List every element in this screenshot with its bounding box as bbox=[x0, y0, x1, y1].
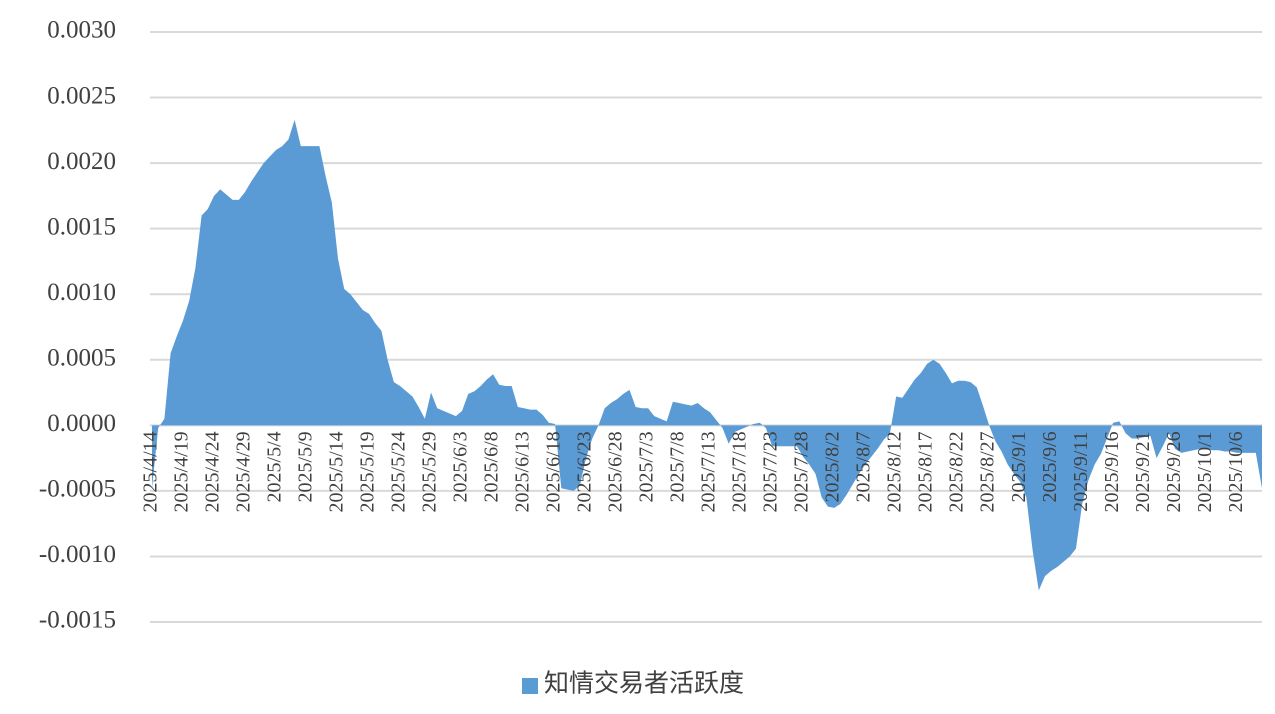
x-tick-label: 2025/5/14 bbox=[326, 431, 348, 512]
y-tick-label: 0.0020 bbox=[47, 148, 116, 175]
x-tick-label: 2025/8/27 bbox=[977, 431, 999, 512]
x-tick-label: 2025/5/29 bbox=[419, 431, 441, 512]
x-tick-label: 2025/7/13 bbox=[698, 431, 720, 512]
x-tick-label: 2025/5/4 bbox=[264, 431, 286, 502]
legend: 知情交易者活跃度 bbox=[522, 670, 744, 698]
y-tick-label: -0.0005 bbox=[39, 476, 116, 503]
y-tick-label: 0.0015 bbox=[47, 213, 116, 240]
area bbox=[152, 119, 1262, 591]
x-tick-label: 2025/6/18 bbox=[543, 431, 565, 512]
x-tick-label: 2025/6/23 bbox=[574, 431, 596, 512]
x-tick-label: 2025/8/17 bbox=[915, 431, 937, 512]
x-tick-label: 2025/4/19 bbox=[171, 431, 193, 512]
x-tick-label: 2025/5/9 bbox=[295, 431, 317, 502]
y-tick-label: -0.0010 bbox=[39, 541, 116, 568]
legend-swatch bbox=[522, 678, 538, 694]
x-tick-label: 2025/8/7 bbox=[853, 431, 875, 502]
x-tick-label: 2025/8/22 bbox=[946, 431, 968, 512]
x-tick-label: 2025/4/14 bbox=[140, 431, 162, 512]
x-tick-label: 2025/4/29 bbox=[233, 431, 255, 512]
x-tick-label: 2025/7/18 bbox=[729, 431, 751, 512]
y-tick-label: 0.0005 bbox=[47, 345, 116, 372]
x-tick-label: 2025/5/24 bbox=[388, 431, 410, 512]
x-tick-label: 2025/9/21 bbox=[1132, 431, 1154, 512]
x-tick-label: 2025/6/3 bbox=[450, 431, 472, 502]
y-tick-label: 0.0030 bbox=[47, 17, 116, 44]
x-tick-label: 2025/7/28 bbox=[791, 431, 813, 512]
x-tick-label: 2025/9/1 bbox=[1008, 431, 1030, 502]
x-tick-label: 2025/6/13 bbox=[512, 431, 534, 512]
x-tick-label: 2025/6/28 bbox=[605, 431, 627, 512]
x-tick-label: 2025/4/24 bbox=[202, 431, 224, 512]
y-tick-label: 0.0010 bbox=[47, 279, 116, 306]
x-tick-label: 2025/9/16 bbox=[1101, 431, 1123, 512]
y-tick-label: 0.0025 bbox=[47, 82, 116, 109]
y-tick-label: 0.0000 bbox=[47, 410, 116, 437]
x-tick-label: 2025/9/6 bbox=[1039, 431, 1061, 502]
y-tick-label: -0.0015 bbox=[39, 607, 116, 634]
x-tick-label: 2025/5/19 bbox=[357, 431, 379, 512]
x-tick-label: 2025/7/8 bbox=[667, 431, 689, 502]
x-tick-label: 2025/7/3 bbox=[636, 431, 658, 502]
x-tick-label: 2025/10/6 bbox=[1225, 431, 1247, 512]
legend-label: 知情交易者活跃度 bbox=[544, 670, 744, 698]
x-tick-label: 2025/9/11 bbox=[1070, 431, 1092, 511]
x-tick-label: 2025/8/2 bbox=[822, 431, 844, 502]
x-tick-label: 2025/7/23 bbox=[760, 431, 782, 512]
x-tick-label: 2025/6/8 bbox=[481, 431, 503, 502]
x-tick-label: 2025/9/26 bbox=[1163, 431, 1185, 512]
x-tick-label: 2025/10/1 bbox=[1194, 431, 1216, 512]
x-tick-label: 2025/8/12 bbox=[884, 431, 906, 512]
